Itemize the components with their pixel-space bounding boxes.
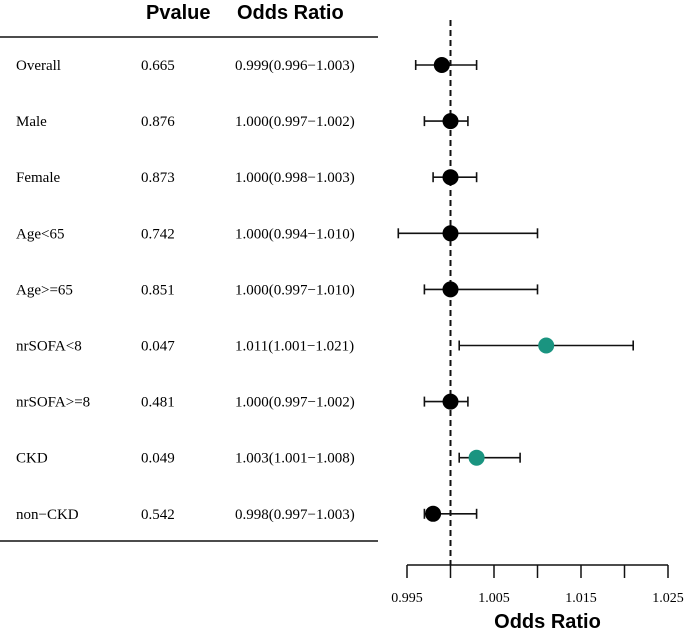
row-label: Female — [16, 170, 60, 186]
table: Pvalue Odds Ratio — [0, 2, 378, 542]
row-pvalue: 0.665 — [141, 58, 175, 74]
x-tick-label: 1.015 — [565, 591, 597, 606]
point-estimate — [442, 281, 459, 298]
row-odds-ratio: 1.000(0.997−1.010) — [235, 282, 355, 298]
table-rows: Overall 0.665 0.999(0.996−1.003) Male 0.876 1… — [16, 58, 355, 523]
point-estimate — [468, 449, 485, 466]
row-pvalue: 0.876 — [141, 114, 175, 130]
row-label: CKD — [16, 451, 48, 467]
point-estimate — [442, 169, 459, 186]
row-pvalue: 0.542 — [141, 507, 175, 523]
x-axis: Odds Ratio 0.995 1.005 1.015 1.025 — [391, 564, 684, 633]
row-label: Age<65 — [16, 226, 64, 242]
forest-panel — [397, 20, 635, 565]
row-odds-ratio: 0.998(0.997−1.003) — [235, 507, 355, 523]
row-label: nrSOFA<8 — [16, 339, 82, 355]
row-pvalue: 0.049 — [141, 451, 175, 467]
row-label: non−CKD — [16, 507, 79, 523]
x-tick-label: 0.995 — [391, 591, 423, 606]
row-label: Overall — [16, 58, 61, 74]
point-estimate — [538, 337, 555, 354]
x-tick-label: 1.025 — [652, 591, 684, 606]
point-estimate — [442, 113, 459, 130]
point-estimate — [425, 505, 442, 522]
row-odds-ratio: 1.003(1.001−1.008) — [235, 451, 355, 467]
header-odds-ratio: Odds Ratio — [237, 2, 344, 24]
point-estimate — [442, 393, 459, 410]
row-pvalue: 0.873 — [141, 170, 175, 186]
point-estimate — [433, 57, 450, 73]
row-odds-ratio: 0.999(0.996−1.003) — [235, 58, 355, 74]
row-label: nrSOFA>=8 — [16, 395, 90, 411]
row-pvalue: 0.851 — [141, 282, 175, 298]
row-label: Male — [16, 114, 47, 130]
row-pvalue: 0.481 — [141, 395, 175, 411]
row-odds-ratio: 1.011(1.001−1.021) — [235, 339, 354, 355]
row-odds-ratio: 1.000(0.997−1.002) — [235, 395, 355, 411]
x-tick-label: 1.005 — [478, 591, 510, 606]
row-pvalue: 0.047 — [141, 339, 175, 355]
x-axis-title: Odds Ratio — [494, 611, 601, 633]
row-pvalue: 0.742 — [141, 226, 175, 242]
row-label: Age>=65 — [16, 282, 73, 298]
point-estimate — [442, 225, 459, 242]
row-odds-ratio: 1.000(0.998−1.003) — [235, 170, 355, 186]
header-pvalue: Pvalue — [146, 2, 210, 24]
row-odds-ratio: 1.000(0.994−1.010) — [235, 226, 355, 242]
row-odds-ratio: 1.000(0.997−1.002) — [235, 114, 355, 130]
